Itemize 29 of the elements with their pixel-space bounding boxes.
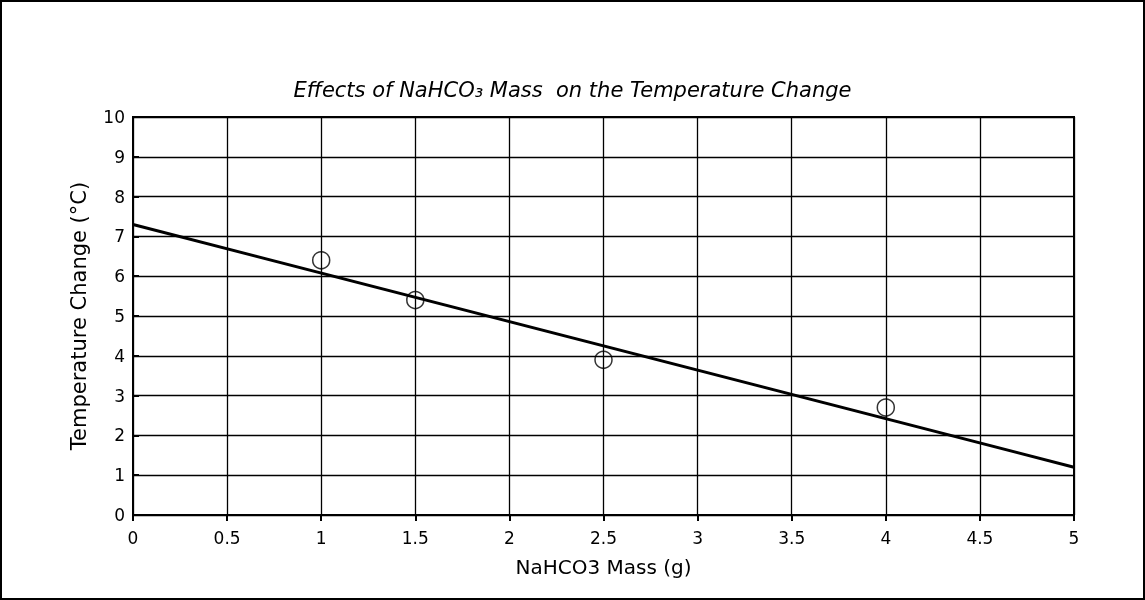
- y-tick-label: 0: [114, 505, 125, 525]
- y-tick-label: 9: [114, 146, 125, 167]
- x-tick-label: 3: [692, 527, 704, 548]
- y-tick-label: 10: [103, 107, 125, 127]
- y-tick-label: 8: [114, 186, 125, 207]
- y-tick-label: 1: [114, 465, 125, 486]
- y-tick-label: 6: [114, 266, 125, 287]
- point: [406, 290, 425, 310]
- y-tick-label: 4: [114, 345, 125, 366]
- x-tick-label: 1.5: [401, 527, 429, 548]
- x-tick-label: 5: [1068, 527, 1080, 548]
- x-tick-label: 2.5: [589, 527, 618, 548]
- x-tick-label: 4.5: [966, 527, 994, 548]
- y-tick-label: 5: [114, 306, 125, 326]
- point: [876, 398, 896, 417]
- y-tick-label: 3: [114, 385, 125, 406]
- y-axis-title: Temperature Change (°C): [66, 181, 91, 452]
- x-tick-label: 2: [503, 527, 515, 548]
- x-tick-label: 0.5: [213, 527, 241, 548]
- point: [311, 251, 331, 270]
- x-tick-label: 0: [127, 527, 139, 548]
- chart-title: Effects of NaHCO₃ Mass on the Temperature Change: [293, 77, 852, 102]
- x-tick-label: 4: [880, 527, 892, 548]
- point: [594, 350, 613, 370]
- y-tick-label: 2: [114, 425, 125, 446]
- x-axis-title: NaHCO3 Mass (g): [515, 555, 692, 579]
- x-tick-label: 3.5: [778, 527, 806, 548]
- y-tick-label: 7: [114, 226, 125, 247]
- x-tick-label: 1: [315, 527, 327, 548]
